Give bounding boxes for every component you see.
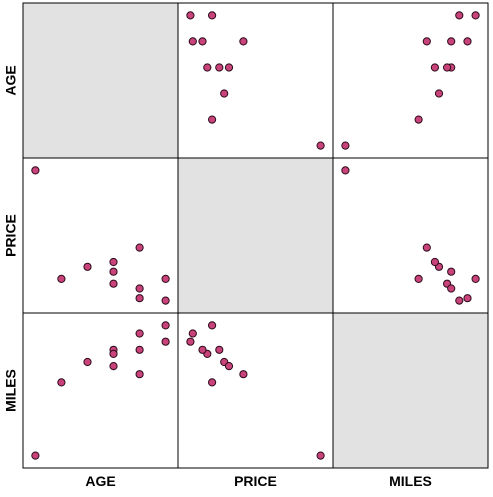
point-miles-vs-price-5 bbox=[239, 370, 248, 379]
point-price-vs-age-10 bbox=[31, 166, 40, 175]
point-age-vs-miles-1 bbox=[434, 89, 444, 98]
point-age-vs-miles-2 bbox=[430, 63, 439, 72]
point-age-vs-miles-9 bbox=[455, 11, 464, 20]
point-miles-vs-price-7 bbox=[188, 329, 197, 338]
point-age-vs-miles-10 bbox=[341, 141, 350, 150]
point-miles-vs-age-0 bbox=[57, 378, 66, 387]
point-price-vs-miles-3 bbox=[447, 267, 456, 276]
points-layer bbox=[31, 11, 480, 460]
panel-age-vs-price bbox=[177, 2, 334, 159]
point-miles-vs-price-10 bbox=[316, 451, 325, 460]
panel-miles-vs-age bbox=[22, 312, 179, 469]
point-miles-vs-price-9 bbox=[186, 337, 195, 346]
point-age-vs-price-3 bbox=[215, 63, 224, 72]
panel-price-vs-miles bbox=[332, 157, 489, 314]
point-price-vs-miles-0 bbox=[414, 274, 423, 283]
point-age-vs-price-7 bbox=[188, 37, 197, 46]
point-price-vs-age-9 bbox=[161, 296, 170, 305]
y-variable-label-price: PRICE bbox=[3, 214, 19, 257]
point-age-vs-price-1 bbox=[220, 89, 229, 98]
x-variable-label-miles: MILES bbox=[389, 473, 432, 489]
point-price-vs-age-3 bbox=[109, 267, 118, 276]
point-miles-vs-age-10 bbox=[31, 451, 40, 460]
point-miles-vs-price-2 bbox=[224, 362, 234, 371]
point-age-vs-price-4 bbox=[203, 63, 212, 72]
point-miles-vs-age-5 bbox=[135, 370, 144, 379]
point-price-vs-age-5 bbox=[135, 243, 144, 252]
point-age-vs-price-10 bbox=[316, 141, 325, 150]
diagonal-panel-age bbox=[22, 2, 179, 159]
point-miles-vs-price-0 bbox=[208, 378, 217, 387]
point-price-vs-age-8 bbox=[161, 274, 170, 283]
point-miles-vs-age-4 bbox=[109, 349, 118, 358]
point-price-vs-age-6 bbox=[135, 284, 144, 293]
point-price-vs-miles-8 bbox=[471, 274, 480, 283]
point-price-vs-miles-2 bbox=[430, 257, 439, 267]
point-age-vs-miles-6 bbox=[447, 37, 456, 46]
point-age-vs-price-9 bbox=[186, 11, 195, 20]
point-price-vs-miles-6 bbox=[447, 284, 456, 293]
point-price-vs-miles-7 bbox=[463, 294, 472, 303]
panel-price-vs-age bbox=[22, 157, 179, 314]
diagonal-panel-price bbox=[177, 157, 334, 314]
point-age-vs-price-8 bbox=[208, 11, 217, 20]
point-age-vs-miles-4 bbox=[443, 63, 452, 72]
point-age-vs-price-0 bbox=[208, 115, 217, 124]
point-miles-vs-age-9 bbox=[161, 337, 170, 346]
point-age-vs-miles-8 bbox=[471, 11, 480, 20]
diagonal-panel-miles bbox=[332, 312, 489, 469]
point-miles-vs-age-8 bbox=[161, 321, 170, 330]
point-miles-vs-age-7 bbox=[135, 329, 144, 338]
point-miles-vs-price-6 bbox=[198, 345, 207, 354]
point-price-vs-miles-9 bbox=[455, 296, 464, 305]
point-age-vs-price-5 bbox=[239, 37, 248, 46]
panel-age-vs-miles bbox=[332, 2, 489, 159]
point-miles-vs-age-2 bbox=[109, 362, 118, 371]
x-variable-label-age: AGE bbox=[85, 473, 115, 489]
variable-labels-layer: AGE PRICE MILES AGE PRICE MILES bbox=[3, 65, 432, 489]
point-price-vs-age-2 bbox=[109, 257, 118, 267]
point-age-vs-miles-5 bbox=[422, 37, 431, 46]
point-price-vs-miles-5 bbox=[422, 243, 431, 252]
point-miles-vs-price-3 bbox=[215, 345, 224, 354]
x-variable-label-price: PRICE bbox=[234, 473, 277, 489]
point-age-vs-miles-7 bbox=[463, 37, 472, 46]
point-age-vs-price-2 bbox=[224, 63, 234, 72]
panel-miles-vs-price bbox=[177, 312, 334, 469]
point-price-vs-age-0 bbox=[57, 274, 66, 283]
y-variable-label-age: AGE bbox=[3, 65, 19, 95]
panels-layer bbox=[22, 2, 489, 469]
point-price-vs-age-1 bbox=[83, 262, 92, 271]
y-variable-label-miles: MILES bbox=[3, 369, 19, 412]
point-age-vs-miles-0 bbox=[414, 115, 423, 124]
point-age-vs-price-6 bbox=[198, 37, 207, 46]
point-price-vs-miles-10 bbox=[341, 166, 350, 175]
point-miles-vs-price-8 bbox=[208, 321, 217, 330]
point-miles-vs-age-6 bbox=[135, 345, 144, 354]
point-price-vs-age-4 bbox=[109, 279, 118, 288]
point-miles-vs-age-1 bbox=[83, 357, 92, 367]
point-price-vs-age-7 bbox=[135, 294, 144, 303]
